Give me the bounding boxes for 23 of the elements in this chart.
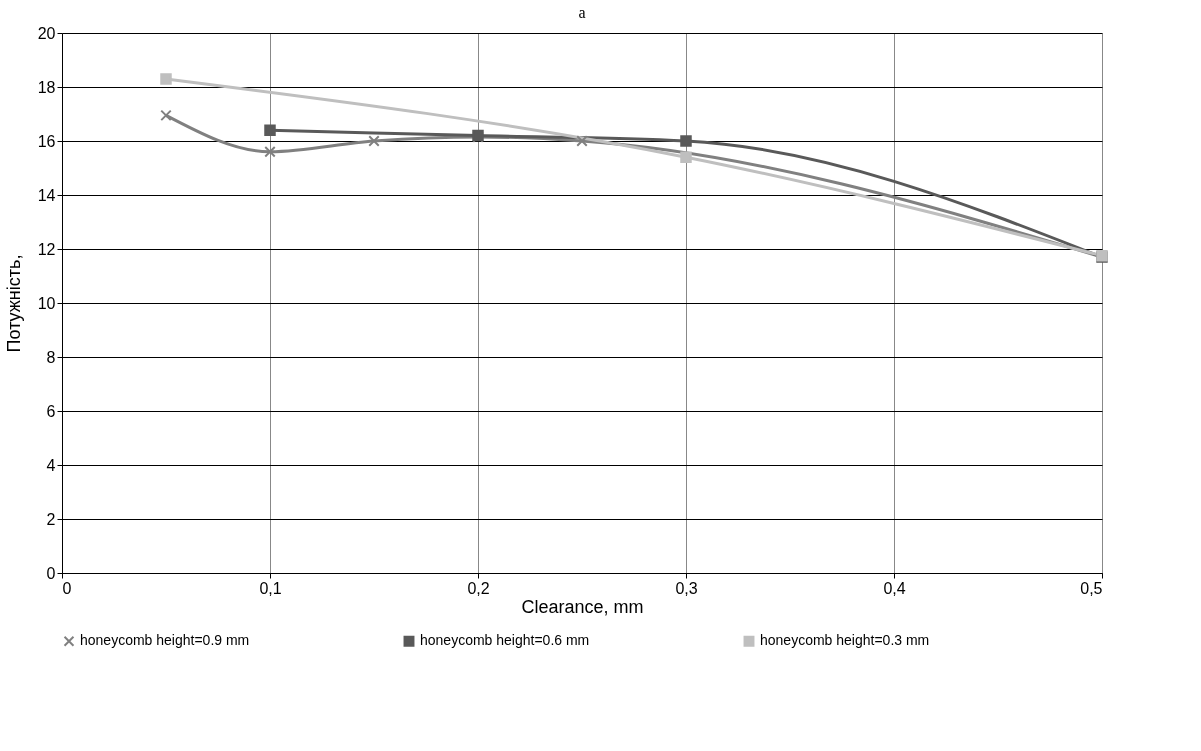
legend-label: honeycomb height=0.9 mm xyxy=(80,632,250,649)
y-tick-label: 6 xyxy=(46,402,56,420)
y-tick-label: 8 xyxy=(46,348,56,366)
x-tick-label: 0,1 xyxy=(259,579,282,597)
x-tick-label: 0,5 xyxy=(1080,579,1103,597)
x-tick-label: 0 xyxy=(62,579,72,597)
y-tick-label: 18 xyxy=(37,78,56,96)
y-tick-label: 0 xyxy=(46,564,56,582)
y-tick-label: 20 xyxy=(37,24,56,42)
x-tick-label: 0,2 xyxy=(467,579,490,597)
y-tick-label: 16 xyxy=(37,132,56,150)
legend-label: honeycomb height=0.3 mm xyxy=(760,632,930,649)
y-tick-label: 14 xyxy=(37,186,56,204)
legend-label: honeycomb height=0.6 mm xyxy=(420,632,590,649)
y-tick-label: 2 xyxy=(46,510,56,528)
x-tick-label: 0,3 xyxy=(675,579,698,597)
y-tick-label: 10 xyxy=(37,294,56,312)
y-tick-label: 12 xyxy=(37,240,56,258)
x-axis-title: Clearance, mm xyxy=(521,596,644,617)
chart-title: a xyxy=(578,4,586,21)
y-axis-title: Потужність, xyxy=(3,254,24,353)
y-tick-label: 4 xyxy=(46,456,56,474)
x-tick-label: 0,4 xyxy=(883,579,906,597)
